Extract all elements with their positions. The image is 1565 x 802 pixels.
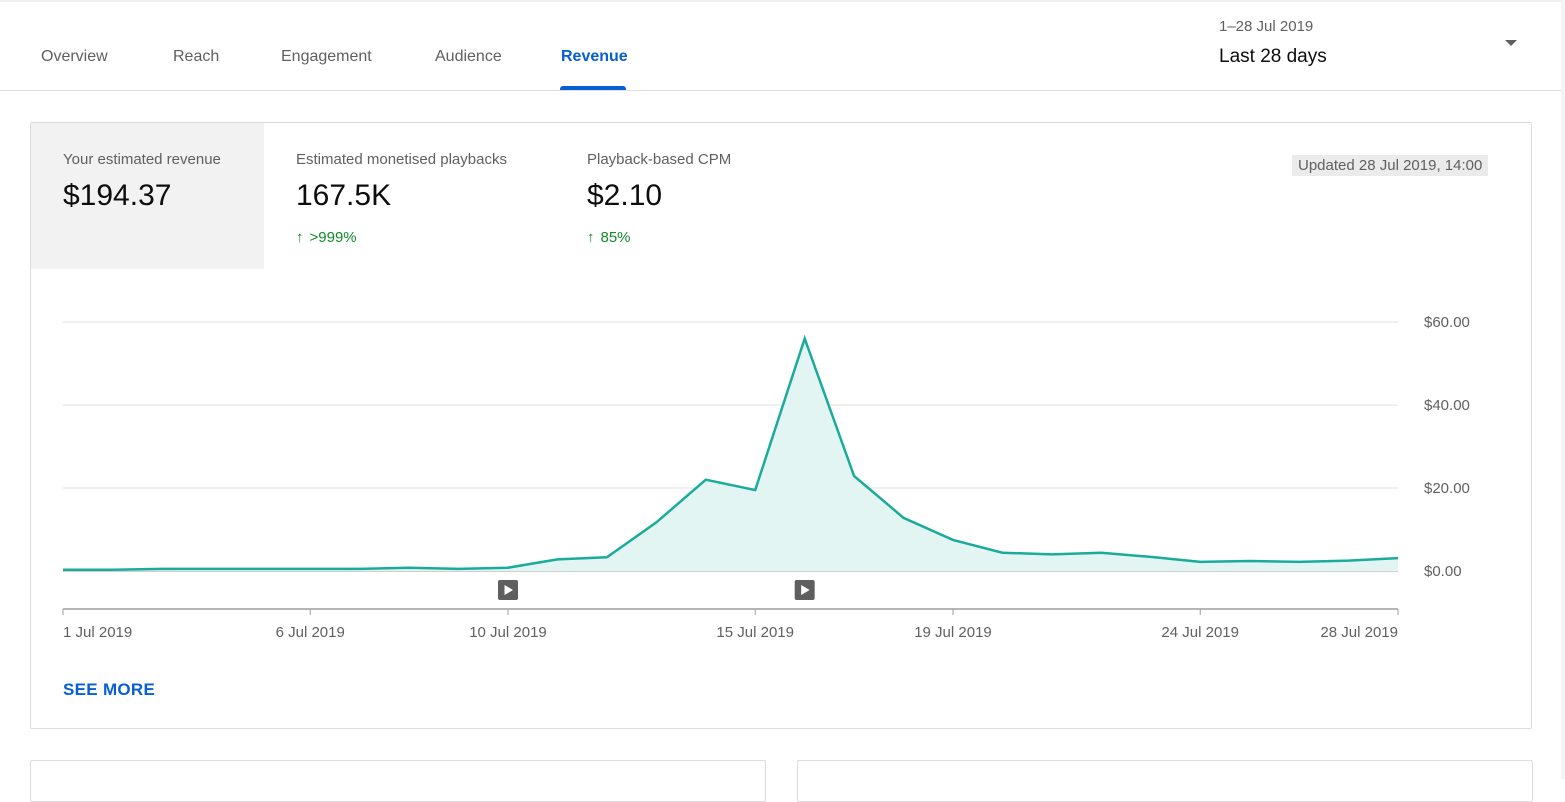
x-tick-label: 15 Jul 2019: [716, 624, 794, 641]
active-tab-indicator: [560, 86, 626, 90]
lower-card-right: [797, 760, 1533, 802]
tab-audience[interactable]: Audience: [435, 48, 502, 66]
x-tick-label: 10 Jul 2019: [469, 624, 547, 641]
y-tick-label: $20.00: [1424, 480, 1470, 497]
tab-bar: Overview Reach Engagement Audience Reven…: [0, 0, 1565, 91]
y-tick-label: $40.00: [1424, 397, 1470, 414]
video-marker-icon[interactable]: [795, 580, 815, 600]
y-tick-label: $0.00: [1424, 563, 1462, 580]
tab-overview[interactable]: Overview: [41, 48, 108, 66]
x-tick-label: 28 Jul 2019: [1320, 624, 1398, 641]
tab-revenue[interactable]: Revenue: [561, 48, 628, 66]
x-tick-label: 24 Jul 2019: [1161, 624, 1239, 641]
page-scrollbar[interactable]: [1561, 0, 1565, 779]
x-tick-label: 1 Jul 2019: [63, 624, 132, 641]
date-range-dates: 1–28 Jul 2019: [1219, 18, 1313, 35]
x-tick-label: 19 Jul 2019: [914, 624, 992, 641]
dropdown-arrow-icon[interactable]: [1505, 40, 1517, 46]
revenue-area: [63, 339, 1398, 571]
revenue-chart: $0.00 $20.00 $40.00 $60.00 1 Jul 2019 6 Jul 2…: [31, 123, 1531, 663]
see-more-button[interactable]: SEE MORE: [63, 680, 155, 700]
video-marker-icon[interactable]: [498, 580, 518, 600]
lower-card-left: [30, 760, 766, 802]
date-range-selector[interactable]: 1–28 Jul 2019 Last 28 days: [1219, 18, 1529, 78]
x-tick-label: 6 Jul 2019: [276, 624, 345, 641]
y-tick-label: $60.00: [1424, 314, 1470, 331]
tab-engagement[interactable]: Engagement: [281, 48, 372, 66]
date-range-label: Last 28 days: [1219, 46, 1327, 68]
revenue-card: Your estimated revenue $194.37 Estimated…: [30, 122, 1532, 729]
tab-reach[interactable]: Reach: [173, 48, 219, 66]
